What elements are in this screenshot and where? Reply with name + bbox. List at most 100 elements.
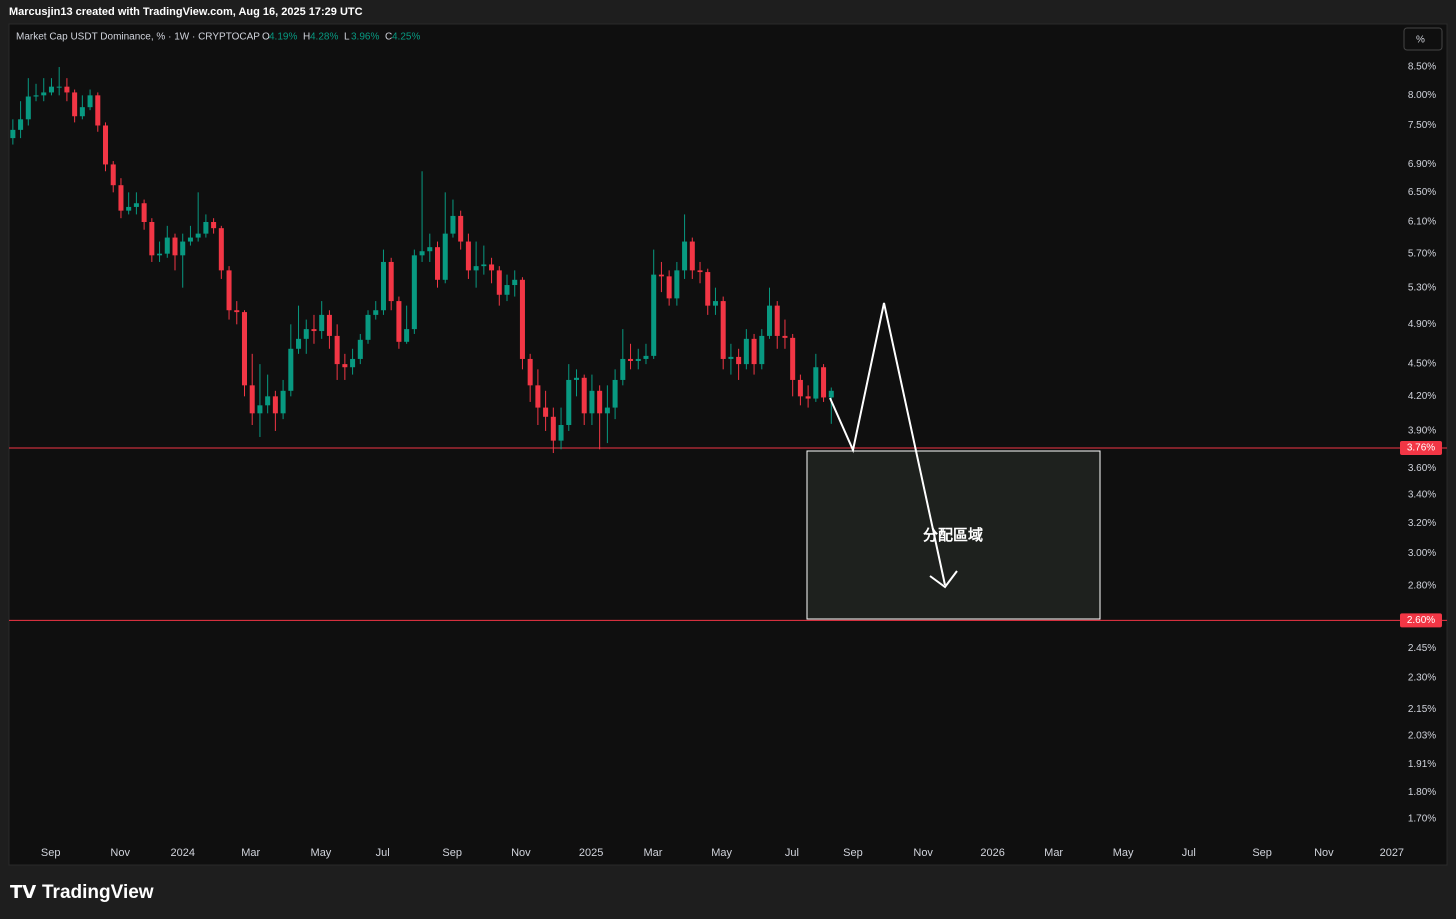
scale-button-label[interactable]: % bbox=[1416, 35, 1425, 46]
candle-body bbox=[496, 270, 502, 295]
candle-body bbox=[697, 270, 703, 273]
candle-body bbox=[211, 222, 217, 229]
candle-body bbox=[404, 329, 410, 342]
candle-body bbox=[41, 92, 47, 96]
price-label-box bbox=[1400, 441, 1442, 456]
y-tick-label: 5.70% bbox=[1408, 248, 1436, 259]
scale-button[interactable] bbox=[1403, 27, 1443, 51]
y-tick-label: 3.90% bbox=[1408, 426, 1436, 437]
zone-label: 分配區域 bbox=[923, 526, 983, 544]
legend-value: 4.19% bbox=[269, 32, 297, 43]
candle-body bbox=[458, 215, 464, 242]
candle-body bbox=[25, 96, 31, 120]
candle-body bbox=[187, 237, 193, 242]
candle-body bbox=[504, 285, 510, 295]
candle-body bbox=[767, 305, 773, 336]
candle-body bbox=[334, 335, 340, 365]
y-tick-label: 1.70% bbox=[1408, 813, 1436, 824]
y-tick-label: 5.30% bbox=[1408, 282, 1436, 293]
candle-body bbox=[790, 337, 796, 380]
logo-mark: 𝗧𝗩 bbox=[10, 882, 36, 902]
candle-body bbox=[303, 329, 309, 339]
x-tick-label: Nov bbox=[511, 847, 531, 859]
legend-key: C bbox=[385, 32, 392, 43]
y-tick-label: 6.10% bbox=[1408, 217, 1436, 228]
candle-body bbox=[481, 264, 487, 267]
candle-body bbox=[133, 203, 139, 207]
candle-body bbox=[234, 310, 240, 313]
candle-body bbox=[319, 314, 325, 332]
y-tick-label: 6.90% bbox=[1408, 159, 1436, 170]
candle-body bbox=[566, 379, 572, 426]
candle-body bbox=[203, 222, 209, 234]
candle-body bbox=[33, 95, 39, 97]
x-tick-label: 2024 bbox=[170, 847, 194, 859]
candle-body bbox=[620, 358, 626, 380]
candle-body bbox=[48, 86, 54, 93]
candle-body bbox=[226, 270, 232, 311]
y-tick-label: 4.50% bbox=[1408, 359, 1436, 370]
y-tick-label: 3.20% bbox=[1408, 518, 1436, 529]
candle-body bbox=[350, 358, 356, 368]
candle-body bbox=[195, 233, 201, 238]
candle-body bbox=[435, 247, 441, 280]
x-tick-label: Sep bbox=[843, 847, 863, 859]
header-text: Marcusjin13 created with TradingView.com… bbox=[9, 6, 363, 18]
y-tick-label: 2.15% bbox=[1408, 704, 1436, 715]
x-tick-label: May bbox=[711, 847, 732, 859]
candle-body bbox=[87, 95, 93, 108]
candle-body bbox=[682, 241, 688, 271]
candle-body bbox=[265, 396, 271, 406]
candle-body bbox=[380, 261, 386, 311]
candle-body bbox=[728, 356, 734, 359]
candle-body bbox=[759, 335, 765, 365]
x-tick-label: Nov bbox=[110, 847, 130, 859]
candle-body bbox=[527, 358, 533, 386]
candle-body bbox=[450, 215, 456, 234]
candle-body bbox=[465, 241, 471, 271]
candle-body bbox=[720, 301, 726, 359]
candle-body bbox=[342, 364, 348, 368]
candle-body bbox=[72, 92, 78, 117]
candle-body bbox=[103, 125, 109, 165]
candle-body bbox=[419, 251, 425, 256]
candle-body bbox=[805, 396, 811, 399]
x-tick-label: Nov bbox=[1314, 847, 1334, 859]
x-tick-label: Sep bbox=[41, 847, 61, 859]
candle-body bbox=[705, 272, 711, 306]
candle-body bbox=[388, 261, 394, 302]
candle-body bbox=[543, 407, 549, 417]
candle-body bbox=[581, 377, 587, 414]
x-tick-label: Mar bbox=[241, 847, 260, 859]
y-tick-label: 2.30% bbox=[1408, 672, 1436, 683]
candle-body bbox=[589, 390, 595, 414]
candle-body bbox=[782, 335, 788, 338]
x-tick-label: Jul bbox=[376, 847, 390, 859]
x-tick-label: May bbox=[1113, 847, 1134, 859]
candle-body bbox=[550, 416, 556, 441]
candle-body bbox=[666, 276, 672, 299]
candle-body bbox=[674, 270, 680, 299]
price-label: 2.60% bbox=[1407, 615, 1435, 626]
y-tick-label: 1.91% bbox=[1408, 759, 1436, 770]
candle-body bbox=[10, 129, 16, 139]
candle-body bbox=[218, 228, 224, 271]
candle-body bbox=[635, 358, 641, 362]
candle-body bbox=[411, 255, 417, 330]
y-tick-label: 3.00% bbox=[1408, 548, 1436, 559]
candle-body bbox=[751, 338, 757, 365]
arrow-head bbox=[929, 570, 958, 589]
y-tick-label: 4.90% bbox=[1408, 319, 1436, 330]
plot-area bbox=[8, 23, 1448, 866]
y-tick-label: 3.60% bbox=[1408, 463, 1436, 474]
candle-body bbox=[296, 338, 302, 349]
y-tick-label: 4.20% bbox=[1408, 391, 1436, 402]
candle-body bbox=[797, 379, 803, 397]
x-tick-label: Jul bbox=[1182, 847, 1196, 859]
y-tick-label: 6.50% bbox=[1408, 187, 1436, 198]
distribution-zone bbox=[806, 450, 1101, 620]
x-tick-label: Mar bbox=[643, 847, 662, 859]
candle-body bbox=[288, 348, 294, 391]
